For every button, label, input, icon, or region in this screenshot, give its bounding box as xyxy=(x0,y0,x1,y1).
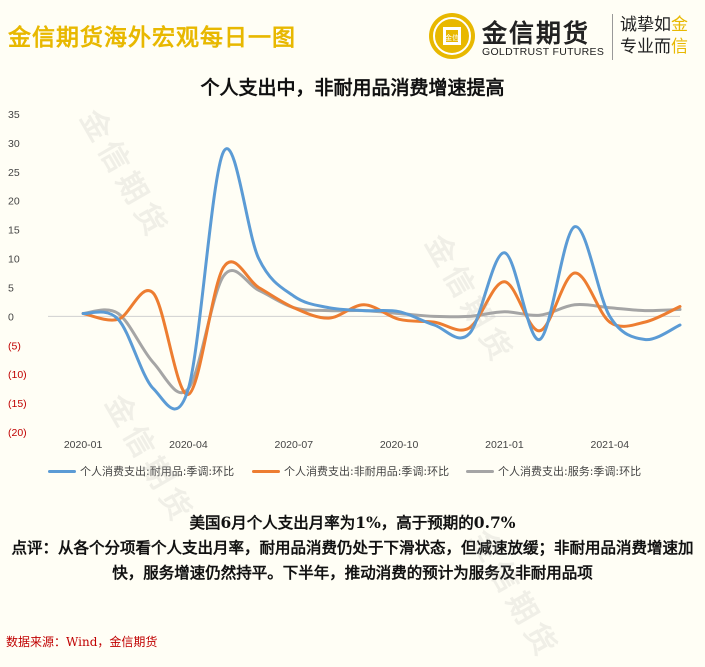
y-tick-label: 0 xyxy=(8,311,14,323)
legend-swatch-services xyxy=(466,469,494,473)
y-tick-label: (15) xyxy=(8,398,27,410)
x-tick-label: 2020-01 xyxy=(64,439,103,451)
legend-item-nondurable: 个人消费支出:非耐用品:季调:环比 xyxy=(252,463,449,479)
commentary: 美国6月个人支出月率为1%，高于预期的0.7% 点评：从各个分项看个人支出月率，… xyxy=(6,510,699,585)
y-tick-label: 25 xyxy=(8,167,20,179)
slogan-line2-a: 专业而 xyxy=(620,37,671,57)
chart-legend: 个人消费支出:耐用品:季调:环比 个人消费支出:非耐用品:季调:环比 个人消费支… xyxy=(0,463,705,483)
series-line-nondurable xyxy=(81,260,682,396)
y-tick-label: (5) xyxy=(8,340,21,352)
y-tick-label: 35 xyxy=(8,109,20,121)
y-tick-label: (10) xyxy=(8,369,27,381)
chart-title: 个人支出中，非耐用品消费增速提高 xyxy=(200,77,505,99)
data-source: 数据来源：Wind，金信期货 xyxy=(6,635,158,649)
header: 金信期货海外宏观每日一图 金信 金信期货 GOLDTRUST FUTURES 诚… xyxy=(0,0,705,72)
commentary-headline: 美国6月个人支出月率为1%，高于预期的0.7% xyxy=(189,513,516,532)
logo-english-name: GOLDTRUST FUTURES xyxy=(482,46,605,58)
legend-item-durable: 个人消费支出:耐用品:季调:环比 xyxy=(48,463,234,479)
y-tick-label: 10 xyxy=(8,254,20,266)
series-line-durable xyxy=(81,147,682,411)
x-tick-label: 2020-07 xyxy=(275,439,314,451)
x-tick-label: 2020-10 xyxy=(380,439,419,451)
slogan-line1-a: 诚挚如 xyxy=(620,15,671,35)
brand-title: 金信期货海外宏观每日一图 xyxy=(8,24,296,51)
coin-logo-icon: 金信 xyxy=(429,13,475,59)
y-tick-label: 15 xyxy=(8,225,20,237)
line-chart: 35 30 25 20 15 10 5 0 (5) (10) (15) (20) 2020-01 2020… xyxy=(8,109,682,451)
commentary-comment: 点评：从各个分项看个人支出月率，耐用品消费仍处于下滑状态，但减速放缓；非耐用品消… xyxy=(11,538,694,582)
x-tick-label: 2021-04 xyxy=(591,439,630,451)
logo-chinese-name: 金信期货 xyxy=(482,19,591,48)
legend-label-nondurable: 个人消费支出:非耐用品:季调:环比 xyxy=(284,465,450,478)
logo-divider xyxy=(612,14,613,60)
x-tick-label: 2020-04 xyxy=(169,439,208,451)
slogan-line1-b: 金 xyxy=(671,15,688,35)
legend-item-services: 个人消费支出:服务:季调:环比 xyxy=(466,463,641,479)
legend-label-durable: 个人消费支出:耐用品:季调:环比 xyxy=(80,465,235,478)
slogan-line2-b: 信 xyxy=(671,37,688,57)
company-logo: 金信 金信期货 GOLDTRUST FUTURES 诚挚如金 专业而信 xyxy=(428,10,700,66)
legend-label-services: 个人消费支出:服务:季调:环比 xyxy=(498,465,642,478)
y-tick-label: 5 xyxy=(8,282,14,294)
y-tick-label: 20 xyxy=(8,196,20,208)
legend-swatch-nondurable xyxy=(252,469,280,473)
slogan: 诚挚如金 专业而信 xyxy=(620,14,688,58)
legend-swatch-durable xyxy=(48,469,76,473)
coin-text: 金信 xyxy=(445,33,459,42)
x-tick-label: 2021-01 xyxy=(485,439,524,451)
y-tick-label: (20) xyxy=(8,427,27,439)
y-tick-label: 30 xyxy=(8,138,20,150)
